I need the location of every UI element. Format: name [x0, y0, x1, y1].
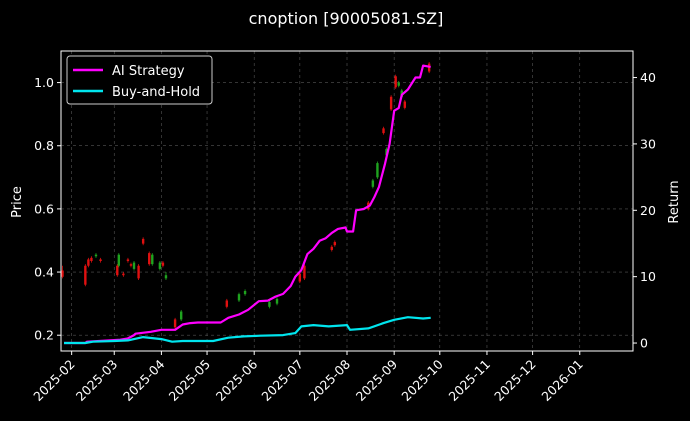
price-candle [137, 264, 140, 280]
price-candle [61, 265, 64, 279]
candle-body [161, 262, 165, 266]
y-right-tick-label: 30 [640, 136, 656, 151]
y-right-tick-label: 10 [640, 269, 656, 284]
price-candle [158, 261, 162, 271]
candle-body [94, 254, 98, 257]
y-left-axis-ticks: 0.2 0.4 0.6 0.8 1.0 [34, 75, 61, 343]
candle-body [403, 101, 407, 108]
price-candle [117, 253, 121, 268]
candle-body [126, 259, 130, 261]
candle-body [151, 254, 154, 265]
candle-body [268, 302, 271, 307]
candle-body [84, 265, 87, 285]
y-left-tick-label: 0.2 [34, 328, 54, 343]
chart-title: cnoption [90005081.SZ] [249, 9, 444, 28]
price-candle [403, 99, 407, 110]
candle-body [275, 298, 279, 304]
y-left-tick-label: 0.8 [34, 138, 54, 153]
candle-body [371, 180, 375, 187]
y-left-axis-label: Price [10, 186, 25, 218]
price-candle [151, 253, 154, 266]
price-candle [275, 297, 279, 306]
candle-body [141, 238, 145, 244]
price-candle [179, 309, 183, 321]
price-candle [397, 81, 400, 88]
price-candle [129, 262, 133, 268]
price-candle [132, 261, 136, 271]
candle-body [225, 300, 229, 307]
price-candle [148, 251, 151, 266]
price-candles [61, 62, 431, 329]
candle-body [333, 242, 337, 246]
legend-label-ai-strategy: AI Strategy [112, 64, 185, 79]
candle-body [330, 246, 333, 250]
price-candle [225, 298, 229, 309]
candle-body [117, 254, 121, 266]
price-candle [389, 95, 393, 111]
price-candle [122, 272, 125, 277]
price-candle [164, 272, 168, 280]
y-right-axis-ticks: 0 10 20 30 40 [633, 70, 656, 351]
candle-body [303, 265, 306, 279]
candle-body [137, 265, 140, 279]
series-line-buy-and-hold [64, 316, 431, 345]
price-candle [99, 257, 102, 263]
price-candle [333, 240, 337, 247]
candle-body [87, 259, 90, 266]
price-candle [303, 264, 306, 280]
price-candle [126, 257, 130, 263]
candle-body [298, 273, 302, 282]
price-candle [330, 245, 333, 252]
price-candle [382, 126, 385, 135]
price-candle [371, 178, 375, 189]
price-candle [243, 289, 247, 296]
price-candle [376, 161, 379, 179]
candle-body [389, 96, 393, 110]
candle-body [90, 257, 93, 261]
candle-body [148, 253, 151, 265]
y-left-tick-label: 1.0 [34, 75, 54, 90]
y-right-tick-label: 20 [640, 203, 656, 218]
candle-body [99, 259, 102, 261]
price-candle [161, 261, 165, 268]
series-line-ai-strategy [64, 64, 431, 345]
candle-body [122, 273, 125, 276]
price-candle [173, 317, 177, 329]
candle-body [132, 262, 136, 269]
y-right-axis-label: Return [667, 180, 682, 223]
price-candle [116, 264, 119, 277]
candle-body [376, 163, 379, 178]
price-candle [394, 74, 397, 89]
candle-body [179, 311, 183, 320]
price-candle [84, 264, 87, 287]
candle-body [382, 128, 385, 134]
candle-body [397, 82, 400, 86]
legend-box [66, 55, 213, 105]
price-candle [268, 300, 271, 309]
price-candle [298, 272, 302, 284]
price-candle [94, 253, 98, 258]
price-candle [87, 257, 90, 268]
price-candle [90, 256, 93, 263]
y-right-tick-label: 40 [640, 70, 656, 85]
candle-body [164, 275, 168, 279]
candle-body [129, 264, 133, 266]
y-left-tick-label: 0.6 [34, 201, 54, 216]
candle-body [116, 265, 119, 276]
candle-body [243, 291, 247, 295]
candle-body [385, 148, 388, 156]
candle-body [237, 294, 241, 301]
legend-label-buy-and-hold: Buy-and-Hold [112, 85, 200, 100]
candle-body [173, 319, 177, 328]
price-candle [141, 237, 145, 246]
price-candle [237, 292, 241, 303]
candle-body [394, 76, 397, 88]
y-right-tick-label: 0 [640, 336, 648, 351]
y-left-tick-label: 0.4 [34, 265, 54, 280]
candle-body [158, 262, 162, 269]
candle-body [61, 270, 64, 277]
return-lines [64, 64, 431, 345]
legend: AI Strategy Buy-and-Hold [66, 55, 213, 105]
